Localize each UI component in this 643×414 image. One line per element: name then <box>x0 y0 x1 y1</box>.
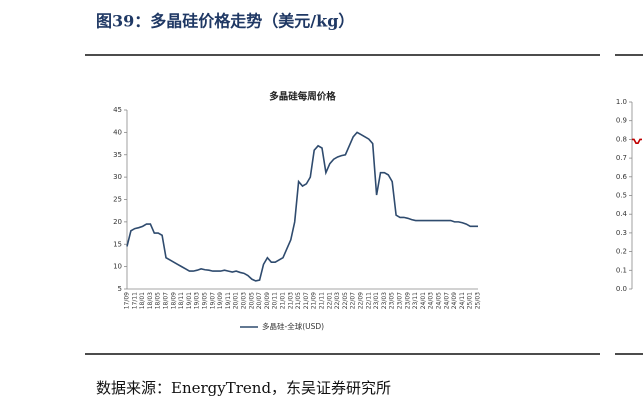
x-tick-label: 19/09 <box>217 292 224 309</box>
y-tick-label: 10 <box>113 263 122 271</box>
y-tick-label: 0.0 <box>616 285 627 293</box>
y-tick-label: 30 <box>113 173 122 181</box>
y-tick-label: 0.2 <box>616 248 627 256</box>
y-tick-label: 45 <box>113 106 122 114</box>
x-tick-label: 19/07 <box>209 292 216 309</box>
x-tick-label: 22/09 <box>358 292 365 309</box>
x-tick-label: 21/01 <box>280 292 287 309</box>
x-tick-label: 23/07 <box>397 292 404 309</box>
y-tick-label: 40 <box>113 128 122 136</box>
legend-label: 多晶硅-全球(USD) <box>262 321 324 331</box>
x-tick-label: 18/03 <box>147 292 154 309</box>
x-tick-label: 23/11 <box>412 292 419 309</box>
x-tick-label: 23/05 <box>389 292 396 309</box>
x-tick-label: 21/05 <box>295 292 302 309</box>
x-tick-label: 21/11 <box>319 292 326 309</box>
x-tick-label: 17/11 <box>131 292 138 309</box>
y-tick-label: 0.3 <box>616 229 627 237</box>
y-tick-label: 0.4 <box>616 210 628 218</box>
x-tick-label: 18/11 <box>178 292 185 309</box>
x-tick-label: 19/03 <box>194 292 201 309</box>
x-tick-label: 19/05 <box>202 292 209 309</box>
x-tick-label: 25/03 <box>475 292 482 309</box>
y-tick-label: 0.6 <box>616 173 628 181</box>
x-tick-label: 19/11 <box>225 292 232 309</box>
y-tick-label: 1.0 <box>616 98 627 106</box>
x-tick-label: 24/07 <box>443 292 450 309</box>
x-tick-label: 24/01 <box>420 292 427 309</box>
y-tick-label: 25 <box>113 196 122 204</box>
x-tick-label: 22/03 <box>334 292 341 309</box>
y-tick-label: 0.7 <box>616 154 627 162</box>
x-tick-label: 25/01 <box>467 292 474 309</box>
x-tick-label: 22/11 <box>365 292 372 309</box>
x-tick-label: 18/01 <box>139 292 146 309</box>
x-tick-label: 19/01 <box>186 292 193 309</box>
x-tick-label: 20/09 <box>264 292 271 309</box>
x-tick-label: 24/05 <box>436 292 443 309</box>
y-tick-label: 35 <box>113 151 122 159</box>
x-tick-label: 21/07 <box>303 292 310 309</box>
x-tick-label: 20/01 <box>233 292 240 309</box>
x-tick-label: 23/09 <box>404 292 411 309</box>
x-tick-label: 20/05 <box>248 292 255 309</box>
y-tick-label: 0.8 <box>616 135 627 143</box>
x-tick-label: 24/03 <box>428 292 435 309</box>
y-tick-label: 20 <box>113 218 122 226</box>
y-tick-label: 15 <box>113 240 122 248</box>
y-tick-label: 0.1 <box>616 266 627 274</box>
x-tick-label: 18/09 <box>170 292 177 309</box>
x-tick-label: 21/09 <box>311 292 318 309</box>
x-tick-label: 21/03 <box>287 292 294 309</box>
x-tick-label: 17/09 <box>124 292 131 309</box>
x-tick-label: 24/11 <box>459 292 466 309</box>
series-line <box>632 138 642 144</box>
x-tick-label: 20/07 <box>256 292 263 309</box>
source-note: 数据来源：EnergyTrend，东吴证券研究所 <box>96 379 391 397</box>
x-tick-label: 18/07 <box>163 292 170 309</box>
x-tick-label: 18/05 <box>155 292 162 309</box>
figure-title: 图39：多晶硅价格走势（美元/kg） <box>96 12 354 31</box>
y-tick-label: 0.5 <box>616 192 627 200</box>
series-line <box>126 131 478 282</box>
chart-title: 多晶硅每周价格 <box>269 91 336 103</box>
y-tick-label: 0.9 <box>616 117 627 125</box>
x-tick-label: 22/07 <box>350 292 357 309</box>
x-tick-label: 23/03 <box>381 292 388 309</box>
x-tick-label: 20/11 <box>272 292 279 309</box>
x-tick-label: 22/05 <box>342 292 349 309</box>
x-tick-label: 24/09 <box>451 292 458 309</box>
x-tick-label: 20/03 <box>241 292 248 309</box>
x-tick-label: 23/01 <box>373 292 380 309</box>
y-tick-label: 5 <box>118 285 122 293</box>
x-tick-label: 22/01 <box>326 292 333 309</box>
